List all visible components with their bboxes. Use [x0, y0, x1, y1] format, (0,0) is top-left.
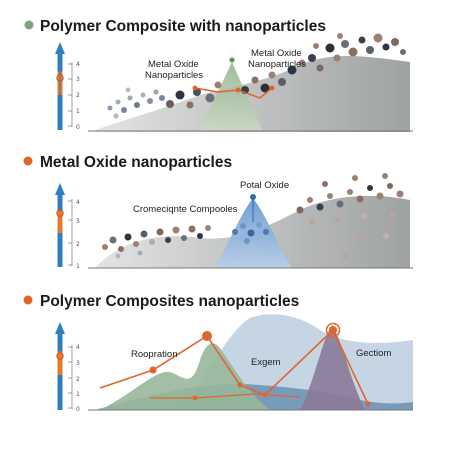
label-potal-oxide: Potal Oxide: [240, 180, 289, 191]
panel-polymer-composite: Polymer Composite with nanoparticles 0 1…: [24, 18, 413, 132]
label-roopration: Roopration: [131, 349, 177, 360]
tick-label: 1: [76, 108, 80, 115]
green-peak: [100, 343, 270, 410]
axis-marker-icon: [56, 209, 64, 217]
tick-label: 3: [76, 218, 80, 225]
label-gectiom: Gectiom: [356, 348, 391, 359]
panel-title: Polymer Composites nanoparticles: [40, 293, 299, 310]
composite-hill: [95, 56, 410, 132]
panel-metal-oxide: Metal Oxide nanoparticles 1 2 3 4: [23, 154, 413, 270]
particle-cluster: [102, 173, 404, 259]
label-cromeciqnte: Cromeciqnte Compooles: [133, 204, 238, 215]
axis-arrow-icon: [55, 322, 65, 334]
axis-arrow-icon: [55, 183, 65, 195]
tick-label: 3: [76, 76, 80, 83]
baseline-trend: [150, 393, 301, 399]
tick-label: 4: [76, 344, 80, 351]
axis-arrow-icon: [55, 42, 65, 54]
axis-marker-icon: [56, 352, 64, 360]
label-exgem: Exgem: [251, 357, 281, 368]
title-dot-icon: [24, 20, 34, 30]
nanoparticle-peak: [200, 62, 262, 130]
tick-label: 0: [76, 406, 80, 413]
title-dot-icon: [23, 295, 33, 305]
vertical-axis: 0 1 2 3 4: [55, 42, 80, 131]
purple-peak: [300, 325, 365, 410]
tick-label: 2: [76, 376, 80, 383]
title-dot-icon: [23, 156, 33, 166]
label-metal-oxide-right: Metal Oxide Nanoparticles: [248, 48, 306, 70]
tick-label: 2: [76, 241, 80, 248]
tick-label: 1: [76, 391, 80, 398]
panel-title: Metal Oxide nanoparticles: [40, 154, 232, 171]
vertical-axis: 0 1 2 3 4: [55, 322, 80, 413]
axis-marker-icon: [56, 74, 64, 82]
tick-label: 3: [76, 360, 80, 367]
tick-label: 4: [76, 61, 80, 68]
vertical-axis: 1 2 3 4: [55, 183, 80, 270]
label-metal-oxide-left: Metal Oxide Nanoparticles: [145, 59, 203, 81]
tick-label: 0: [76, 124, 80, 131]
tick-label: 2: [76, 92, 80, 99]
tick-label: 4: [76, 199, 80, 206]
panel-title: Polymer Composite with nanoparticles: [40, 18, 326, 35]
tick-label: 1: [76, 263, 80, 270]
panel-polymer-composites: Polymer Composites nanoparticles 0 1 2 3…: [23, 293, 413, 413]
